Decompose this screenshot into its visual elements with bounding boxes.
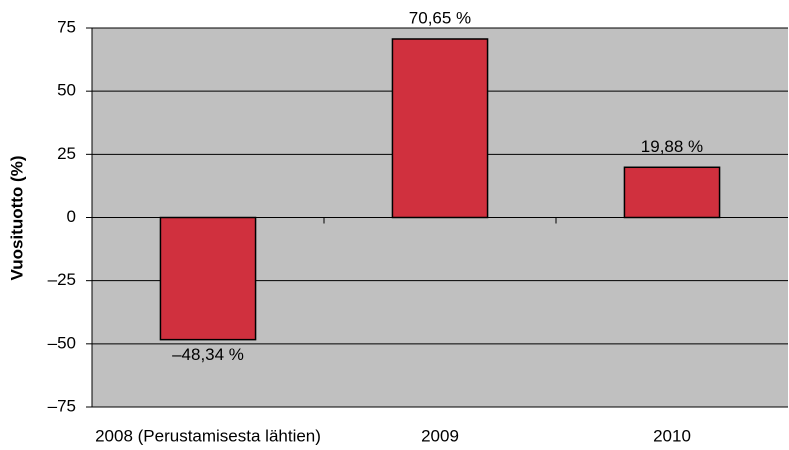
x-tick-label: 2010 [653,426,691,445]
bar [623,166,721,219]
y-tick-label: –25 [48,270,76,289]
x-tick-label: 2009 [421,426,459,445]
y-tick-label: –50 [48,333,76,352]
value-label: 19,88 % [641,137,703,156]
bar [159,216,257,341]
value-label: –48,34 % [172,345,244,364]
x-tick-label: 2008 (Perustamisesta lähtien) [95,426,321,445]
y-tick-label: 50 [57,81,76,100]
value-label: 70,65 % [409,8,471,27]
y-tick-label: 25 [57,144,76,163]
bar [391,38,489,219]
y-axis-label: Vuosituotto (%) [7,156,26,281]
y-tick-label: –75 [48,396,76,415]
y-tick-label: 75 [57,17,76,36]
y-tick-label: 0 [67,207,76,226]
